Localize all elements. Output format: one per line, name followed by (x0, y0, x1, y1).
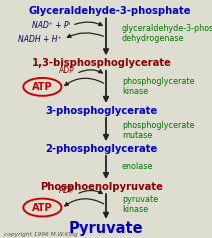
Text: ATP: ATP (32, 203, 53, 213)
Text: phosphoglycerate
kinase: phosphoglycerate kinase (122, 77, 194, 96)
Text: NAD⁺ + Pᴵ: NAD⁺ + Pᴵ (32, 21, 70, 30)
Text: 2-phosphoglycerate: 2-phosphoglycerate (46, 144, 158, 154)
Text: ADP: ADP (59, 186, 74, 195)
Text: 1,3-bisphosphoglycerate: 1,3-bisphosphoglycerate (32, 58, 172, 68)
Text: Glyceraldehyde-3-phosphate: Glyceraldehyde-3-phosphate (29, 6, 191, 16)
Text: Phosphoenolpyruvate: Phosphoenolpyruvate (40, 182, 163, 192)
Text: copyright 1996 M.W.King: copyright 1996 M.W.King (4, 232, 78, 237)
Text: ATP: ATP (32, 82, 53, 92)
Text: Pyruvate: Pyruvate (69, 221, 143, 236)
Text: NADH + H⁺: NADH + H⁺ (18, 35, 61, 44)
Text: glyceraldehyde-3-phosphate
dehydrogenase: glyceraldehyde-3-phosphate dehydrogenase (122, 24, 212, 43)
Text: pyruvate
kinase: pyruvate kinase (122, 195, 158, 214)
Text: 3-phosphoglycerate: 3-phosphoglycerate (46, 106, 158, 116)
Text: phosphoglycerate
mutase: phosphoglycerate mutase (122, 121, 194, 140)
Text: ADP: ADP (59, 66, 74, 75)
Text: enolase: enolase (122, 162, 153, 171)
